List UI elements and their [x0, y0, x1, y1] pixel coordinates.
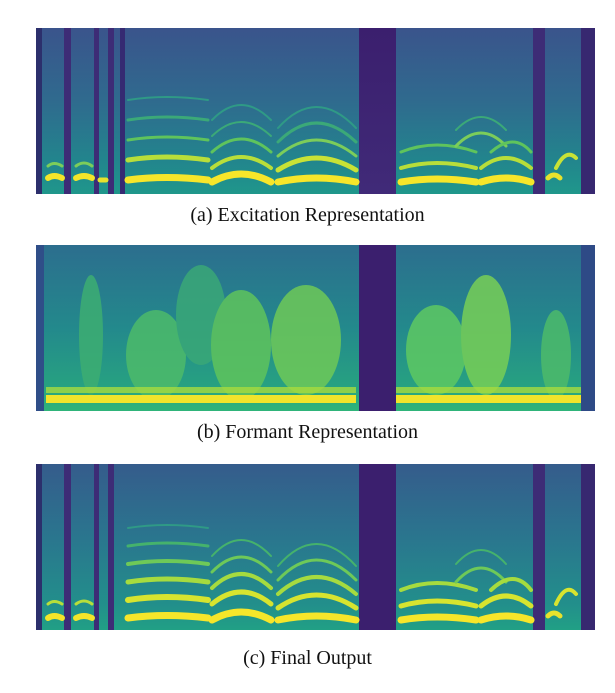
final-output-spectrogram-image — [36, 464, 595, 630]
final-output-spectrogram — [36, 464, 595, 630]
formant-spectrogram-image — [36, 245, 595, 411]
excitation-spectrogram-image — [36, 28, 595, 194]
caption-excitation: (a) Excitation Representation — [190, 204, 425, 226]
excitation-spectrogram — [36, 28, 595, 194]
formant-spectrogram — [36, 245, 595, 411]
caption-final-output: (c) Final Output — [243, 647, 372, 669]
caption-formant: (b) Formant Representation — [196, 421, 419, 443]
